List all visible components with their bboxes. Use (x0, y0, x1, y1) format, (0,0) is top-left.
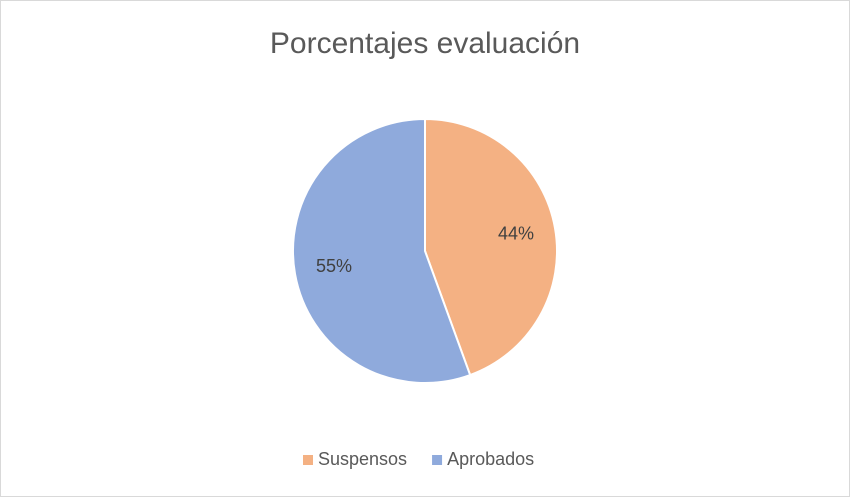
pie-slice (424, 117, 558, 377)
pie-slice (292, 117, 472, 384)
data-label: 55% (316, 256, 352, 276)
legend-swatch (303, 455, 313, 465)
legend-label: Aprobados (447, 449, 534, 469)
legend-swatch (432, 455, 443, 465)
data-label: 44% (498, 224, 534, 244)
chart-title: Porcentajes evaluación (270, 27, 580, 60)
legend-label: Suspensos (318, 449, 407, 469)
